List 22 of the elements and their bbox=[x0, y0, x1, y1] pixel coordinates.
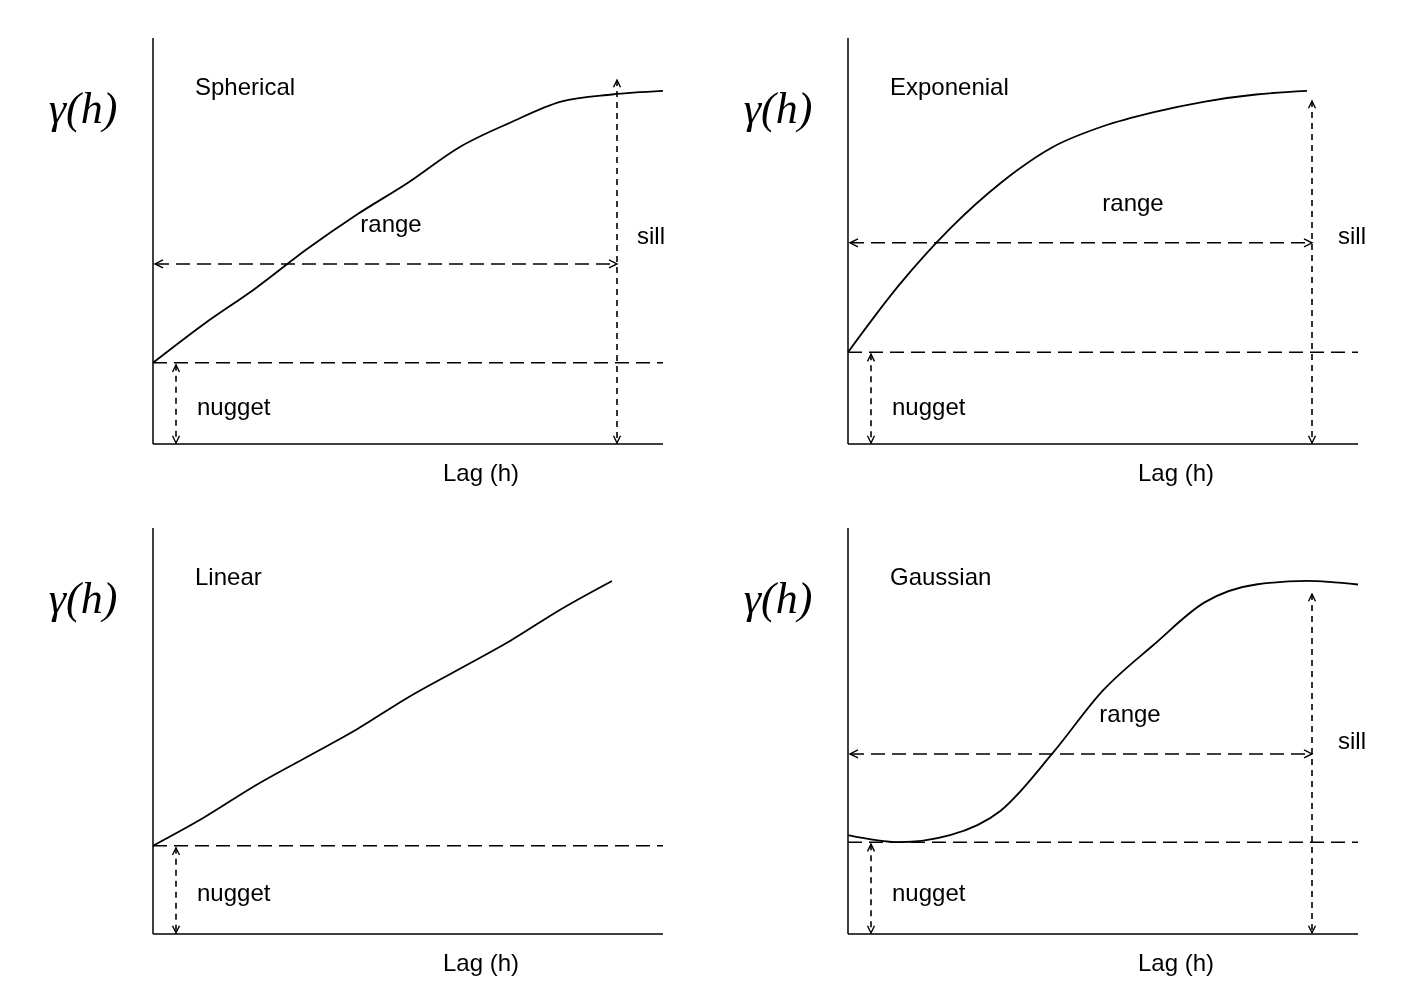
chart-title: Exponenial bbox=[890, 73, 1009, 100]
annotation: nugget bbox=[197, 879, 271, 906]
y-axis-title: γ(h) bbox=[48, 84, 118, 133]
annotation: sill bbox=[1338, 222, 1366, 249]
x-axis-title: Lag (h) bbox=[1137, 949, 1215, 976]
ref-line-label: range bbox=[1102, 188, 1164, 216]
x-axis-title: Lag (h) bbox=[442, 459, 520, 486]
annotation: nugget bbox=[197, 393, 271, 420]
y-axis-title: γ(h) bbox=[743, 84, 813, 133]
annotation: sill bbox=[637, 222, 665, 249]
annotation: nugget bbox=[892, 879, 966, 906]
chart-title: Spherical bbox=[195, 73, 296, 100]
y-axis-title: γ(h) bbox=[743, 574, 813, 623]
ref-line-label: range bbox=[1099, 699, 1161, 727]
annotation: sill bbox=[1338, 727, 1366, 754]
y-axis-title: γ(h) bbox=[48, 574, 118, 623]
chart-title: Linear bbox=[195, 563, 262, 590]
annotation: nugget bbox=[892, 393, 966, 420]
x-axis-title: Lag (h) bbox=[1137, 459, 1215, 486]
ref-line-label: range bbox=[360, 209, 422, 237]
x-axis-title: Lag (h) bbox=[442, 949, 520, 976]
chart-title: Gaussian bbox=[890, 563, 992, 590]
